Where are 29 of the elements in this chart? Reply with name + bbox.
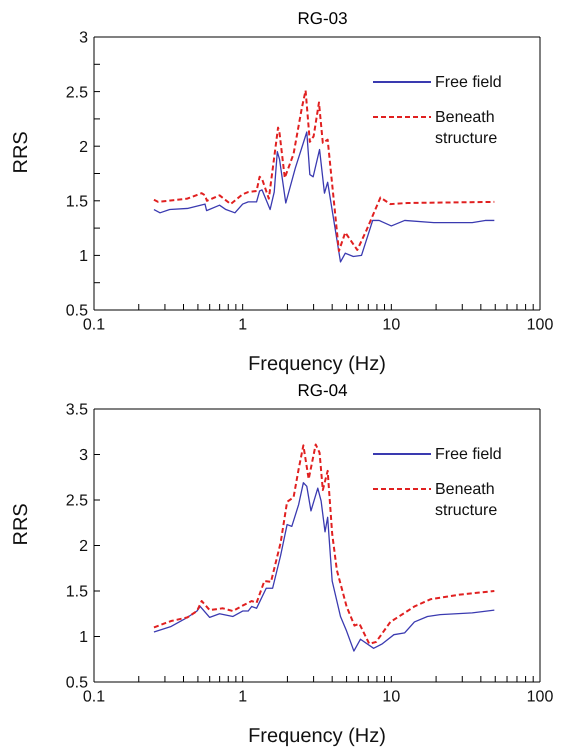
x-tick-label: 100: [526, 316, 554, 334]
x-axis-title: Frequency (Hz): [248, 725, 386, 747]
chart-title: RG-04: [296, 380, 349, 402]
x-tick-label: 0.1: [82, 688, 106, 706]
x-tick-label: 10: [382, 316, 400, 334]
y-tick-label: 2.5: [66, 84, 88, 102]
y-tick-label: 2: [79, 138, 88, 156]
y-tick-label: 1.5: [66, 584, 88, 601]
y-tick-label: 1.5: [66, 193, 88, 210]
legend-label: Free field: [435, 73, 503, 93]
y-tick-label: 3.5: [66, 402, 88, 419]
y-axis-title: RRS: [10, 131, 32, 174]
legend-label: Free field: [435, 445, 503, 465]
y-tick-label: 2: [79, 538, 88, 556]
y-tick-label: 1: [79, 629, 88, 646]
x-tick-label: 0.1: [82, 316, 106, 334]
y-tick-label: 2.5: [66, 492, 88, 510]
x-tick-label: 1: [238, 688, 248, 706]
y-axis-title: RRS: [10, 503, 32, 546]
y-tick-label: 3: [79, 30, 88, 47]
x-tick-label: 10: [382, 688, 400, 706]
x-axis-title: Frequency (Hz): [248, 353, 386, 375]
y-tick-label: 3: [79, 447, 88, 464]
legend-label: Beneath structure: [435, 108, 498, 149]
chart-title: RG-03: [296, 8, 349, 30]
x-tick-label: 100: [526, 688, 554, 706]
legend-label: Beneath structure: [435, 480, 498, 521]
y-tick-label: 1: [79, 248, 88, 266]
x-tick-label: 1: [238, 316, 248, 334]
